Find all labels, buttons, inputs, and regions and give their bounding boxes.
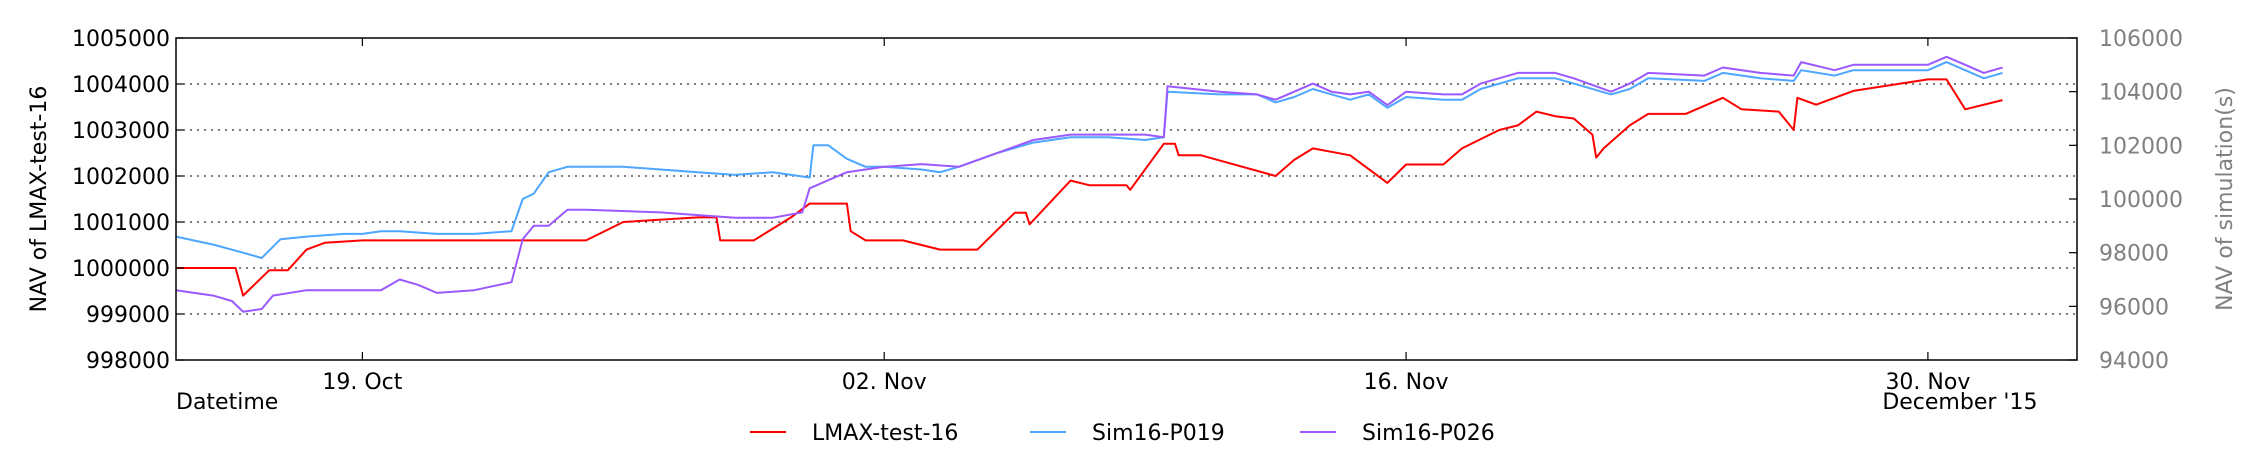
series-layer bbox=[175, 55, 2003, 313]
left-tick-label: 1001000 bbox=[72, 211, 170, 236]
right-axis-ticks: 94000 96000 98000 100000 102000 104000 106000 bbox=[2069, 27, 2183, 374]
left-tick-label: 1004000 bbox=[72, 73, 170, 98]
series-line-sim16-p026 bbox=[175, 55, 2003, 313]
legend-label: Sim16-P026 bbox=[1362, 421, 1495, 446]
right-tick-label: 100000 bbox=[2099, 188, 2183, 213]
x-axis-ticks: 19. Oct 02. Nov 16. Nov 30. Nov bbox=[322, 38, 1970, 395]
left-tick-label: 999000 bbox=[86, 303, 170, 328]
legend-label: Sim16-P019 bbox=[1092, 421, 1225, 446]
right-tick-label: 102000 bbox=[2099, 134, 2183, 159]
left-tick-label: 1005000 bbox=[72, 27, 170, 52]
right-tick-label: 106000 bbox=[2099, 27, 2183, 52]
right-tick-label: 98000 bbox=[2099, 242, 2169, 267]
right-tick-label: 94000 bbox=[2099, 349, 2169, 374]
left-axis-title: NAV of LMAX-test-16 bbox=[27, 86, 52, 313]
right-tick-label: 96000 bbox=[2099, 295, 2169, 320]
legend-label: LMAX-test-16 bbox=[812, 421, 958, 446]
x-axis-title: Datetime bbox=[176, 390, 278, 415]
left-axis-ticks: 998000 999000 1000000 1001000 1002000 1003000… bbox=[72, 27, 184, 374]
x-tick-label: 16. Nov bbox=[1364, 370, 1449, 395]
x-tick-label: 30. Nov bbox=[1885, 370, 1970, 395]
right-tick-label: 104000 bbox=[2099, 81, 2183, 106]
plot-frame bbox=[175, 37, 2078, 361]
left-tick-label: 998000 bbox=[86, 349, 170, 374]
legend: LMAX-test-16 Sim16-P019 Sim16-P026 bbox=[750, 421, 1495, 446]
left-tick-label: 1000000 bbox=[72, 257, 170, 282]
series-line-sim16-p019 bbox=[175, 61, 2003, 259]
series-line-lmax-test-16 bbox=[176, 78, 2003, 297]
left-tick-label: 1002000 bbox=[72, 165, 170, 190]
right-axis-title: NAV of simulation(s) bbox=[2213, 87, 2238, 311]
grid-lines bbox=[176, 83, 2077, 315]
left-tick-label: 1003000 bbox=[72, 119, 170, 144]
x-tick-label: 02. Nov bbox=[842, 370, 927, 395]
x-tick-label: 19. Oct bbox=[322, 370, 402, 395]
x-axis-corner-label: December '15 bbox=[1882, 390, 2037, 415]
